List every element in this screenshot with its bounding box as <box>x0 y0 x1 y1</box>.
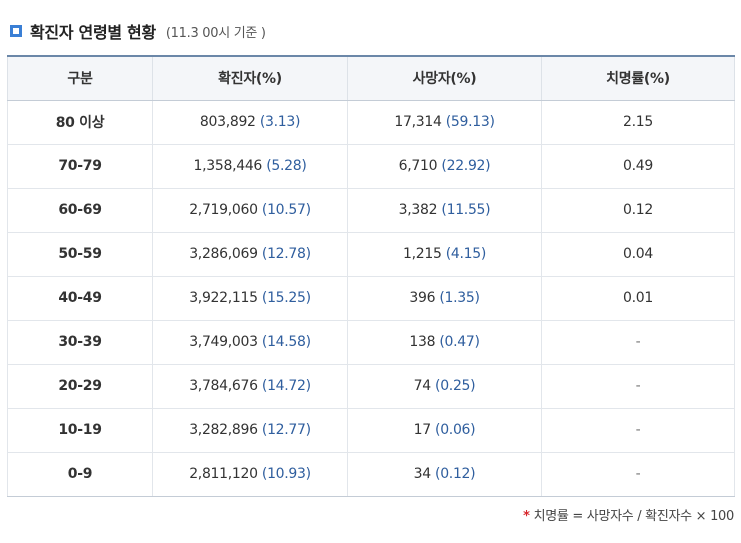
header-fatality: 치명률(%) <box>541 55 735 101</box>
table-row: 40-49 3,922,115 (15.25) 396 (1.35) 0.01 <box>7 276 735 321</box>
deaths-value: 6,710 <box>398 158 438 174</box>
fatality-rate-cell: - <box>541 452 735 497</box>
age-group-cell: 40-49 <box>7 276 153 321</box>
deaths-cell: 17 (0.06) <box>347 408 542 453</box>
table-body: 80 이상 803,892 (3.13) 17,314 (59.13) 2.15 70-… <box>7 100 735 497</box>
deaths-percent: (11.55) <box>441 202 491 218</box>
age-group-cell: 80 이상 <box>7 100 153 145</box>
cases-cell: 3,282,896 (12.77) <box>152 408 348 453</box>
fatality-rate-cell: 0.49 <box>541 144 735 189</box>
age-group-cell: 0-9 <box>7 452 153 497</box>
table-row: 60-69 2,719,060 (10.57) 3,382 (11.55) 0.12 <box>7 188 735 233</box>
fatality-footnote: * 치명률 = 사망자수 / 확진자수 × 100 <box>523 505 734 524</box>
deaths-percent: (0.06) <box>435 422 476 438</box>
cases-value: 803,892 <box>199 114 256 130</box>
cases-cell: 2,811,120 (10.93) <box>152 452 348 497</box>
fatality-rate-cell: - <box>541 408 735 453</box>
cases-value: 1,358,446 <box>193 158 263 174</box>
footnote-star: * <box>523 509 530 524</box>
deaths-value: 138 <box>409 334 436 350</box>
cases-cell: 3,784,676 (14.72) <box>152 364 348 409</box>
section-title: 확진자 연령별 현황 <box>30 23 156 42</box>
deaths-cell: 34 (0.12) <box>347 452 542 497</box>
table-header-row: 구분 확진자(%) 사망자(%) 치명률(%) <box>7 55 735 101</box>
deaths-percent: (1.35) <box>439 290 480 306</box>
cases-value: 3,286,069 <box>189 246 258 262</box>
deaths-percent: (0.47) <box>439 334 480 350</box>
cases-value: 3,784,676 <box>189 378 258 394</box>
deaths-cell: 138 (0.47) <box>347 320 542 365</box>
fatality-rate-cell: 0.04 <box>541 232 735 277</box>
cases-cell: 3,286,069 (12.78) <box>152 232 348 277</box>
cases-cell: 803,892 (3.13) <box>152 100 348 145</box>
section-header: 확진자 연령별 현황 (11.3 00시 기준 ) <box>10 18 266 44</box>
deaths-cell: 3,382 (11.55) <box>347 188 542 233</box>
deaths-value: 34 <box>413 466 432 482</box>
age-group-cell: 30-39 <box>7 320 153 365</box>
deaths-cell: 17,314 (59.13) <box>347 100 542 145</box>
cases-cell: 3,749,003 (14.58) <box>152 320 348 365</box>
footnote-text: 치명률 = 사망자수 / 확진자수 × 100 <box>533 509 735 524</box>
square-bullet-icon <box>10 25 22 37</box>
cases-cell: 1,358,446 (5.28) <box>152 144 348 189</box>
deaths-percent: (4.15) <box>445 246 487 262</box>
table-row: 10-19 3,282,896 (12.77) 17 (0.06) - <box>7 408 735 453</box>
fatality-rate-cell: - <box>541 320 735 365</box>
cases-percent: (5.28) <box>266 158 307 174</box>
age-group-cell: 20-29 <box>7 364 153 409</box>
deaths-percent: (0.25) <box>435 378 476 394</box>
cases-percent: (10.57) <box>261 202 311 218</box>
table-row: 0-9 2,811,120 (10.93) 34 (0.12) - <box>7 452 735 497</box>
table-row: 70-79 1,358,446 (5.28) 6,710 (22.92) 0.49 <box>7 144 735 189</box>
fatality-rate-cell: 0.12 <box>541 188 735 233</box>
table-row: 30-39 3,749,003 (14.58) 138 (0.47) - <box>7 320 735 365</box>
header-category: 구분 <box>7 55 153 101</box>
cases-percent: (10.93) <box>261 466 311 482</box>
fatality-rate-cell: - <box>541 364 735 409</box>
deaths-cell: 74 (0.25) <box>347 364 542 409</box>
cases-percent: (14.72) <box>261 378 311 394</box>
age-stats-table: 구분 확진자(%) 사망자(%) 치명률(%) 80 이상 803,892 (3.… <box>7 55 735 497</box>
age-group-cell: 50-59 <box>7 232 153 277</box>
deaths-percent: (0.12) <box>435 466 476 482</box>
cases-cell: 2,719,060 (10.57) <box>152 188 348 233</box>
cases-percent: (14.58) <box>261 334 311 350</box>
age-group-cell: 70-79 <box>7 144 153 189</box>
fatality-rate-cell: 0.01 <box>541 276 735 321</box>
header-cases: 확진자(%) <box>152 55 348 101</box>
table-row: 80 이상 803,892 (3.13) 17,314 (59.13) 2.15 <box>7 100 735 145</box>
deaths-value: 17 <box>413 422 432 438</box>
fatality-rate-cell: 2.15 <box>541 100 735 145</box>
cases-percent: (12.78) <box>261 246 311 262</box>
deaths-value: 396 <box>409 290 436 306</box>
header-deaths: 사망자(%) <box>347 55 542 101</box>
cases-percent: (3.13) <box>259 114 301 130</box>
deaths-value: 3,382 <box>398 202 438 218</box>
table-row: 50-59 3,286,069 (12.78) 1,215 (4.15) 0.04 <box>7 232 735 277</box>
age-group-cell: 60-69 <box>7 188 153 233</box>
deaths-cell: 1,215 (4.15) <box>347 232 542 277</box>
deaths-percent: (22.92) <box>441 158 491 174</box>
cases-value: 3,922,115 <box>189 290 258 306</box>
cases-value: 3,749,003 <box>189 334 258 350</box>
cases-cell: 3,922,115 (15.25) <box>152 276 348 321</box>
deaths-value: 74 <box>413 378 432 394</box>
cases-percent: (12.77) <box>261 422 311 438</box>
table-row: 20-29 3,784,676 (14.72) 74 (0.25) - <box>7 364 735 409</box>
deaths-cell: 6,710 (22.92) <box>347 144 542 189</box>
cases-percent: (15.25) <box>261 290 311 306</box>
age-group-cell: 10-19 <box>7 408 153 453</box>
deaths-value: 1,215 <box>402 246 442 262</box>
cases-value: 3,282,896 <box>189 422 258 438</box>
section-subtitle: (11.3 00시 기준 ) <box>165 25 266 41</box>
cases-value: 2,811,120 <box>189 466 258 482</box>
cases-value: 2,719,060 <box>189 202 258 218</box>
deaths-percent: (59.13) <box>445 114 495 130</box>
deaths-value: 17,314 <box>394 114 442 130</box>
deaths-cell: 396 (1.35) <box>347 276 542 321</box>
